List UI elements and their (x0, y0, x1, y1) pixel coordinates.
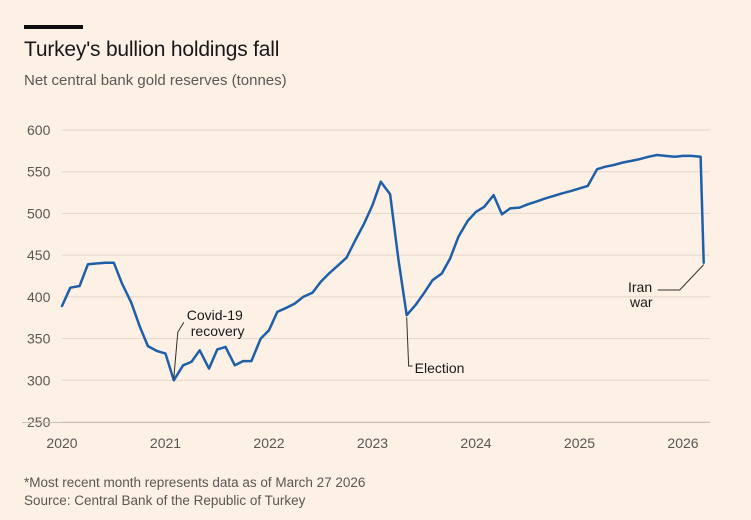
brand-bar (24, 25, 83, 29)
y-tick-label: 350 (27, 331, 51, 347)
x-tick-label: 2022 (253, 435, 284, 451)
x-tick-label: 2026 (667, 435, 698, 451)
y-tick-label: 400 (27, 289, 51, 305)
x-tick-label: 2024 (460, 435, 491, 451)
annotation-leader (657, 264, 705, 291)
x-tick-label: 2025 (564, 435, 595, 451)
x-tick-label: 2021 (150, 435, 181, 451)
y-tick-label: 300 (27, 372, 51, 388)
x-tick-label: 2020 (46, 435, 77, 451)
annotation-label: recovery (191, 323, 245, 339)
chart-title: Turkey's bullion holdings fall (24, 38, 280, 61)
annotation-leader (406, 317, 413, 367)
annotation-label: Election (415, 360, 465, 376)
y-tick-label: 500 (27, 205, 51, 221)
annotation-leader (173, 322, 185, 379)
annotation-label: Covid-19 (187, 307, 243, 323)
series-line (60, 153, 705, 382)
y-tick-label: 550 (27, 164, 51, 180)
annotation-label: war (629, 294, 653, 310)
x-tick-label: 2023 (357, 435, 388, 451)
chart-subtitle: Net central bank gold reserves (tonnes) (24, 72, 287, 89)
y-tick-label: 600 (27, 122, 51, 138)
source-note: Source: Central Bank of the Republic of … (24, 493, 306, 508)
y-tick-label: 450 (27, 247, 51, 263)
footnote: *Most recent month represents data as of… (24, 475, 366, 490)
annotation-label: Iran (628, 279, 652, 295)
